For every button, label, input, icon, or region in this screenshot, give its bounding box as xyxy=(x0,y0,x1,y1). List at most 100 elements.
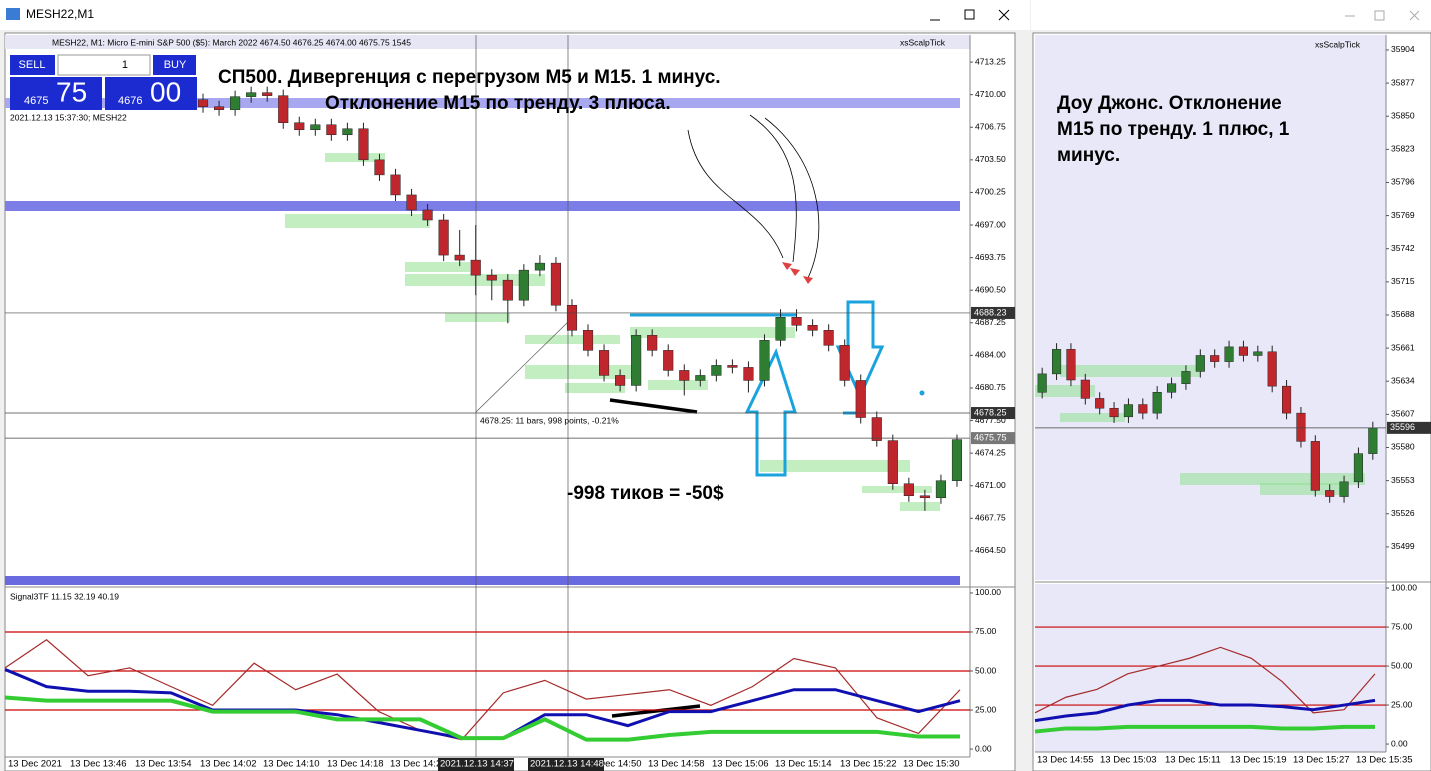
y-tick-label: 35580 xyxy=(1391,442,1415,452)
candle-body xyxy=(599,350,610,376)
marker xyxy=(782,262,813,284)
y-tick-label: 35634 xyxy=(1391,375,1415,385)
y-tick-label: 0.00 xyxy=(1391,738,1408,748)
zone xyxy=(1035,385,1095,397)
candle-body xyxy=(1181,371,1191,384)
candle-body xyxy=(1310,441,1320,491)
annotation: Отклонение М15 по тренду. 3 плюса. xyxy=(325,93,671,114)
candle-body xyxy=(454,254,465,261)
zone xyxy=(900,502,940,511)
timestamp: 2021.12.13 15:37:30; MESH22 xyxy=(10,112,127,122)
candle-body xyxy=(550,262,561,306)
y-tick-label: 4680.75 xyxy=(975,382,1006,392)
candle-body xyxy=(903,483,914,497)
pointer xyxy=(687,129,784,259)
y-tick-label: 4693.75 xyxy=(975,252,1006,262)
y-tick-label: 35823 xyxy=(1391,144,1415,154)
candle-body xyxy=(791,317,802,326)
crosshair-time: 2021.12.13 14:48 xyxy=(530,759,604,770)
candle-body xyxy=(1037,373,1047,393)
sell-label: SELL xyxy=(19,59,46,71)
candle-body xyxy=(374,159,385,176)
candle-body xyxy=(1109,407,1119,418)
zone xyxy=(630,327,795,338)
time-label: 13 Dec 15:11 xyxy=(1165,755,1221,766)
candle-body xyxy=(1238,346,1248,356)
candle-body xyxy=(582,330,594,351)
candle-body xyxy=(1210,355,1220,362)
y-tick-label: 35607 xyxy=(1391,409,1415,419)
price-label: 35596 xyxy=(1390,422,1415,432)
candle-body xyxy=(438,219,449,256)
symbol-header: MESH22, M1: Micro E-mini S&P 500 ($5): M… xyxy=(52,37,411,47)
bid-box[interactable] xyxy=(10,77,102,110)
candle-body xyxy=(743,367,754,381)
annotation: минус. xyxy=(1057,145,1120,166)
candle-body xyxy=(326,124,337,136)
ask-box[interactable] xyxy=(105,77,197,110)
zone xyxy=(525,365,640,379)
oscillator-area xyxy=(1035,584,1386,752)
close-button[interactable] xyxy=(1409,10,1420,21)
oscillator-line xyxy=(4,639,961,741)
candle-body xyxy=(1052,349,1062,375)
candle-body xyxy=(262,92,273,96)
candle-body xyxy=(406,194,417,211)
title-bar xyxy=(1031,0,1431,30)
candle-body xyxy=(871,417,882,441)
time-label: 13 Dec 15:22 xyxy=(840,759,897,770)
y-tick-label: 4674.25 xyxy=(975,447,1006,457)
y-tick-label: 4671.00 xyxy=(975,480,1006,490)
maximize-button[interactable] xyxy=(1374,10,1385,21)
price-label-box xyxy=(1387,421,1431,434)
pointer xyxy=(764,117,820,279)
close-button[interactable] xyxy=(998,9,1010,21)
bid-big: 75 xyxy=(56,76,87,107)
y-tick-label: 0.00 xyxy=(975,743,992,753)
y-tick-label: 4664.50 xyxy=(975,545,1006,555)
candle-body xyxy=(1224,346,1234,362)
time-label: 13 Dec 15:27 xyxy=(1293,755,1350,766)
candle-body xyxy=(1296,412,1306,442)
divergence-line xyxy=(611,704,701,718)
sell-button[interactable] xyxy=(10,55,55,75)
zone xyxy=(648,380,708,390)
annotation: СП500. Дивергенция с перегрузом М5 и М15… xyxy=(218,67,721,88)
indicator-name: xsScalpTick xyxy=(900,37,946,47)
time-label: 13 Dec 15:35 xyxy=(1356,755,1413,766)
maximize-button[interactable] xyxy=(964,9,975,20)
chart-header xyxy=(5,35,970,49)
candle-body xyxy=(663,350,674,371)
chart-area xyxy=(1035,35,1386,580)
buy-button[interactable] xyxy=(153,55,196,75)
candle-body xyxy=(1066,349,1076,381)
candle-body xyxy=(342,128,353,136)
oscillator-line xyxy=(1034,698,1376,723)
time-label: 13 Dec 15:03 xyxy=(1100,755,1157,766)
zone xyxy=(445,313,510,322)
y-tick-label: 25.00 xyxy=(975,704,997,714)
signal-markers xyxy=(782,262,1250,326)
crosshair-time-box xyxy=(438,758,514,771)
buy-label: BUY xyxy=(164,59,187,71)
lot-input[interactable] xyxy=(57,54,151,76)
candle-body xyxy=(1282,385,1292,414)
candle-body xyxy=(887,440,898,484)
candle-body xyxy=(695,375,706,381)
candle-body xyxy=(470,259,481,276)
candle-body xyxy=(214,106,225,110)
candle-body xyxy=(1368,427,1378,454)
volume-strip xyxy=(5,576,960,585)
y-tick-label: 75.00 xyxy=(975,626,997,636)
time-label: 13 Dec 15:14 xyxy=(775,759,832,770)
y-tick-label: 4697.00 xyxy=(975,219,1006,229)
zone xyxy=(1260,483,1340,495)
time-label: 13 Dec 2021 xyxy=(8,759,62,770)
level-band xyxy=(5,201,960,211)
y-tick-label: 4706.75 xyxy=(975,122,1006,132)
time-label: 13 Dec 14:02 xyxy=(200,759,257,770)
candle-body xyxy=(518,269,529,301)
zone xyxy=(525,335,620,344)
